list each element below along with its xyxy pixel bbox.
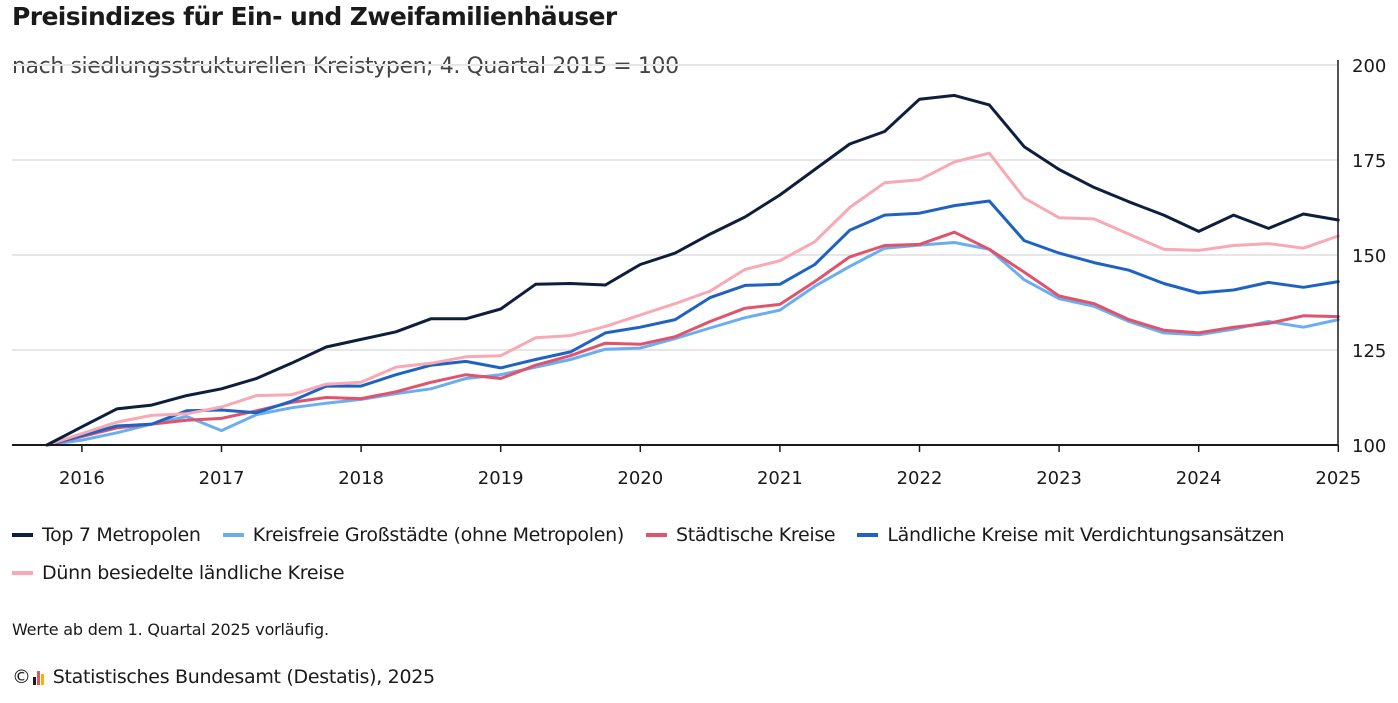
legend-swatch (645, 533, 667, 537)
legend-label: Dünn besiedelte ländliche Kreise (42, 562, 345, 584)
x-tick-label: 2020 (617, 468, 663, 489)
grid-lines (12, 64, 1338, 351)
legend-item-3: Städtische Kreise (645, 520, 836, 550)
x-tick-label: 2021 (757, 468, 803, 489)
legend-item-5: Dünn besiedelte ländliche Kreise (12, 558, 345, 588)
footnote: Werte ab dem 1. Quartal 2025 vorläufig. (12, 620, 329, 639)
legend: Top 7 Metropolen Kreisfreie Großstädte (o… (12, 520, 1382, 596)
x-tick-label: 2016 (59, 468, 105, 489)
chart-subtitle: nach siedlungsstrukturellen Kreistypen; … (12, 54, 679, 79)
destatis-logo-icon (32, 669, 47, 685)
x-tick-label: 2022 (897, 468, 943, 489)
y-tick-label: 200 (1352, 56, 1386, 77)
series-line-2 (45, 241, 1340, 447)
legend-swatch (12, 533, 33, 537)
source-text: Statistisches Bundesamt (Destatis), 2025 (52, 666, 435, 688)
chart-title: Preisindizes für Ein- und Zweifamilienhä… (12, 2, 617, 31)
y-tick-label: 100 (1352, 436, 1386, 457)
y-tick-label: 150 (1352, 246, 1386, 267)
x-tick-label: 2024 (1176, 468, 1222, 489)
source-line: © Statistisches Bundesamt (Destatis), 20… (12, 666, 435, 688)
legend-item-2: Kreisfreie Großstädte (ohne Metropolen) (222, 520, 625, 550)
series-line-4 (45, 199, 1340, 447)
x-tick-label: 2025 (1315, 468, 1361, 489)
line-chart: 100 125 150 175 200 2016 2017 2018 2019 2020 2021 2… (12, 56, 1386, 489)
series-lines (45, 93, 1340, 447)
series-line-1 (45, 93, 1340, 447)
axes: 100 125 150 175 200 2016 2017 2018 2019 2020 2021 2… (12, 56, 1386, 489)
legend-label: Ländliche Kreise mit Verdichtungsansätze… (887, 524, 1285, 546)
legend-swatch (222, 533, 244, 537)
copyright-symbol: © (12, 666, 31, 688)
x-tick-label: 2018 (338, 468, 384, 489)
y-tick-label: 175 (1352, 151, 1386, 172)
x-tick-label: 2017 (199, 468, 245, 489)
y-tick-label: 125 (1352, 341, 1386, 362)
x-tick-label: 2019 (478, 468, 524, 489)
legend-swatch (12, 571, 33, 575)
x-tick-label: 2023 (1036, 468, 1082, 489)
legend-item-1: Top 7 Metropolen (12, 520, 201, 550)
legend-label: Kreisfreie Großstädte (ohne Metropolen) (252, 524, 625, 546)
legend-label: Top 7 Metropolen (42, 524, 201, 546)
legend-swatch (857, 533, 879, 537)
series-line-3 (45, 230, 1340, 447)
series-line-5 (45, 151, 1340, 447)
legend-item-4: Ländliche Kreise mit Verdichtungsansätze… (857, 520, 1285, 550)
legend-label: Städtische Kreise (675, 524, 836, 546)
